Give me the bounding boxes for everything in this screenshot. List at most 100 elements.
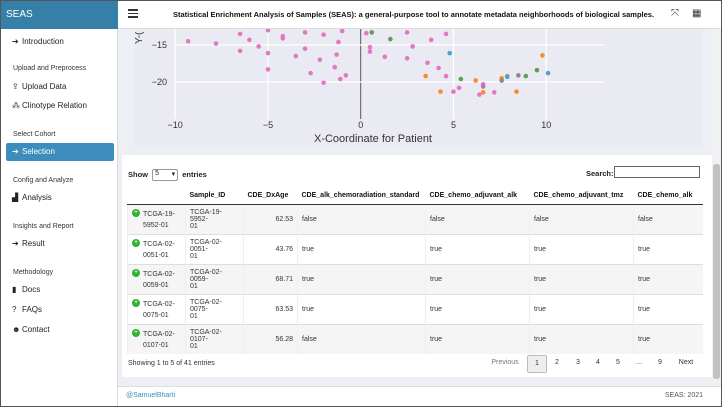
- sidebar-item-analysis[interactable]: ▟ Analysis: [6, 189, 114, 207]
- scatter-point[interactable]: [404, 56, 410, 61]
- column-header[interactable]: CDE_chemo_adjuvant_tmz: [529, 186, 634, 205]
- scatter-point[interactable]: [302, 46, 308, 51]
- scatter-point[interactable]: [343, 73, 349, 78]
- pagination-page-5[interactable]: 5: [616, 359, 620, 366]
- scatter-point[interactable]: [339, 29, 345, 34]
- scatter-point[interactable]: [280, 36, 286, 41]
- scatter-point[interactable]: [247, 37, 252, 43]
- scrollbar-thumb[interactable]: [713, 164, 720, 379]
- scatter-point[interactable]: [321, 32, 326, 37]
- scatter-point[interactable]: [213, 41, 219, 46]
- page-scrollbar[interactable]: [712, 29, 721, 386]
- scatter-point[interactable]: [428, 37, 434, 43]
- scatter-plot[interactable]: −10 −5 0 5 10 −15 −20 Y-( X-Coordinate for Pat…: [135, 29, 703, 147]
- expand-icon[interactable]: +: [132, 208, 140, 217]
- scatter-point[interactable]: [367, 49, 373, 54]
- table-row[interactable]: + TCGA-02- 0107-01 TCGA-02-0107- 01 56.28 f…: [127, 324, 703, 354]
- pagination-page-4[interactable]: 4: [596, 359, 600, 366]
- scatter-point[interactable]: [369, 30, 375, 35]
- brand-logo[interactable]: SEAS: [1, 1, 118, 29]
- scatter-point[interactable]: [443, 73, 449, 79]
- sidebar-item-docs[interactable]: ▮ Docs: [6, 281, 114, 299]
- scatter-point[interactable]: [443, 31, 449, 37]
- pagination-page-9[interactable]: 9: [658, 359, 662, 366]
- scatter-point[interactable]: [425, 60, 430, 66]
- column-header[interactable]: CDE_chemo_alk: [633, 186, 703, 205]
- sidebar-item-selection[interactable]: ➔ Selection: [6, 143, 114, 161]
- scatter-point[interactable]: [363, 30, 369, 36]
- scatter-point[interactable]: [423, 73, 428, 79]
- scatter-point[interactable]: [336, 39, 341, 45]
- scatter-point[interactable]: [451, 89, 456, 94]
- scatter-point[interactable]: [540, 53, 545, 58]
- sidebar-item-result[interactable]: ➔ Result: [6, 235, 114, 253]
- scatter-point[interactable]: [545, 70, 551, 76]
- expand-cell[interactable]: + TCGA-02- 0075-01: [127, 294, 186, 325]
- column-header[interactable]: Sample_ID: [185, 186, 244, 205]
- expand-cell[interactable]: + TCGA-02- 0059-01: [127, 264, 186, 295]
- scatter-point[interactable]: [302, 30, 308, 35]
- scatter-point[interactable]: [456, 85, 462, 91]
- scatter-point[interactable]: [480, 90, 486, 95]
- scatter-point[interactable]: [499, 78, 504, 83]
- scatter-point[interactable]: [514, 89, 519, 94]
- scatter-point[interactable]: [404, 30, 410, 35]
- pagination-page-3[interactable]: 3: [576, 359, 580, 366]
- expand-cell[interactable]: + TCGA-02- 0107-01: [127, 324, 186, 354]
- scatter-point[interactable]: [473, 78, 479, 83]
- scatter-point[interactable]: [534, 67, 540, 73]
- expand-icon[interactable]: +: [132, 328, 140, 337]
- apps-grid-icon[interactable]: ▦: [692, 8, 702, 19]
- menu-toggle-icon[interactable]: [128, 9, 138, 18]
- scatter-point[interactable]: [334, 52, 339, 57]
- expand-icon[interactable]: +: [132, 268, 140, 277]
- column-header[interactable]: [127, 186, 186, 205]
- sidebar-item-clinotype-relation[interactable]: ⁂ Clinotype Relation: [6, 97, 114, 115]
- sidebar-item-contact[interactable]: ☻ Contact: [6, 321, 114, 339]
- scatter-point[interactable]: [308, 70, 313, 76]
- table-row[interactable]: + TCGA-02- 0059-01 TCGA-02-0059- 01 68.71 t…: [127, 264, 703, 295]
- scatter-point[interactable]: [382, 54, 388, 60]
- expand-icon[interactable]: +: [132, 238, 140, 247]
- scatter-point[interactable]: [321, 80, 326, 86]
- column-header[interactable]: CDE_chemo_adjuvant_alk: [425, 186, 530, 205]
- scatter-point[interactable]: [516, 73, 521, 78]
- scatter-point[interactable]: [237, 31, 243, 37]
- table-row[interactable]: + TCGA-19- 5952-01 TCGA-19-5952- 01 62.53 f…: [127, 204, 703, 235]
- author-link[interactable]: @SamuelBharti: [126, 392, 176, 399]
- expand-icon[interactable]: +: [132, 298, 140, 307]
- column-header[interactable]: CDE_alk_chemoradiation_standard: [297, 186, 426, 205]
- scatter-point[interactable]: [337, 76, 343, 82]
- scatter-point[interactable]: [317, 57, 323, 63]
- search-input[interactable]: [614, 166, 700, 178]
- scatter-point[interactable]: [436, 65, 441, 71]
- expand-cell[interactable]: + TCGA-02- 0051-01: [127, 234, 186, 265]
- expand-cell[interactable]: + TCGA-19- 5952-01: [127, 204, 186, 235]
- scatter-point[interactable]: [367, 44, 373, 50]
- sidebar-item-introduction[interactable]: ➔ Introduction: [6, 33, 114, 51]
- sidebar-item-upload-data[interactable]: ⇪ Upload Data: [6, 78, 114, 96]
- pagination-page-2[interactable]: 2: [555, 359, 559, 366]
- scatter-point[interactable]: [504, 74, 510, 80]
- scatter-point[interactable]: [480, 84, 486, 89]
- scatter-point[interactable]: [477, 92, 482, 97]
- sidebar-item-faqs[interactable]: ? FAQs: [6, 301, 114, 319]
- scatter-point[interactable]: [265, 29, 271, 33]
- scatter-point[interactable]: [523, 73, 529, 79]
- scatter-point[interactable]: [410, 44, 415, 49]
- scatter-point[interactable]: [447, 50, 453, 56]
- scatter-point[interactable]: [256, 44, 261, 49]
- scatter-point[interactable]: [332, 64, 338, 70]
- pagination-next[interactable]: Next: [678, 359, 694, 366]
- pagination-previous[interactable]: Previous: [491, 359, 519, 366]
- scatter-point[interactable]: [185, 39, 191, 44]
- scatter-point[interactable]: [265, 50, 271, 56]
- table-row[interactable]: + TCGA-02- 0075-01 TCGA-02-0075- 01 63.53 t…: [127, 294, 703, 325]
- scatter-point[interactable]: [265, 67, 271, 72]
- scatter-point[interactable]: [491, 90, 497, 95]
- fullscreen-icon[interactable]: ⤧: [671, 8, 679, 19]
- column-header[interactable]: CDE_DxAge: [243, 186, 298, 205]
- scatter-point[interactable]: [293, 53, 299, 59]
- scatter-point[interactable]: [237, 48, 243, 54]
- scatter-point[interactable]: [458, 76, 464, 82]
